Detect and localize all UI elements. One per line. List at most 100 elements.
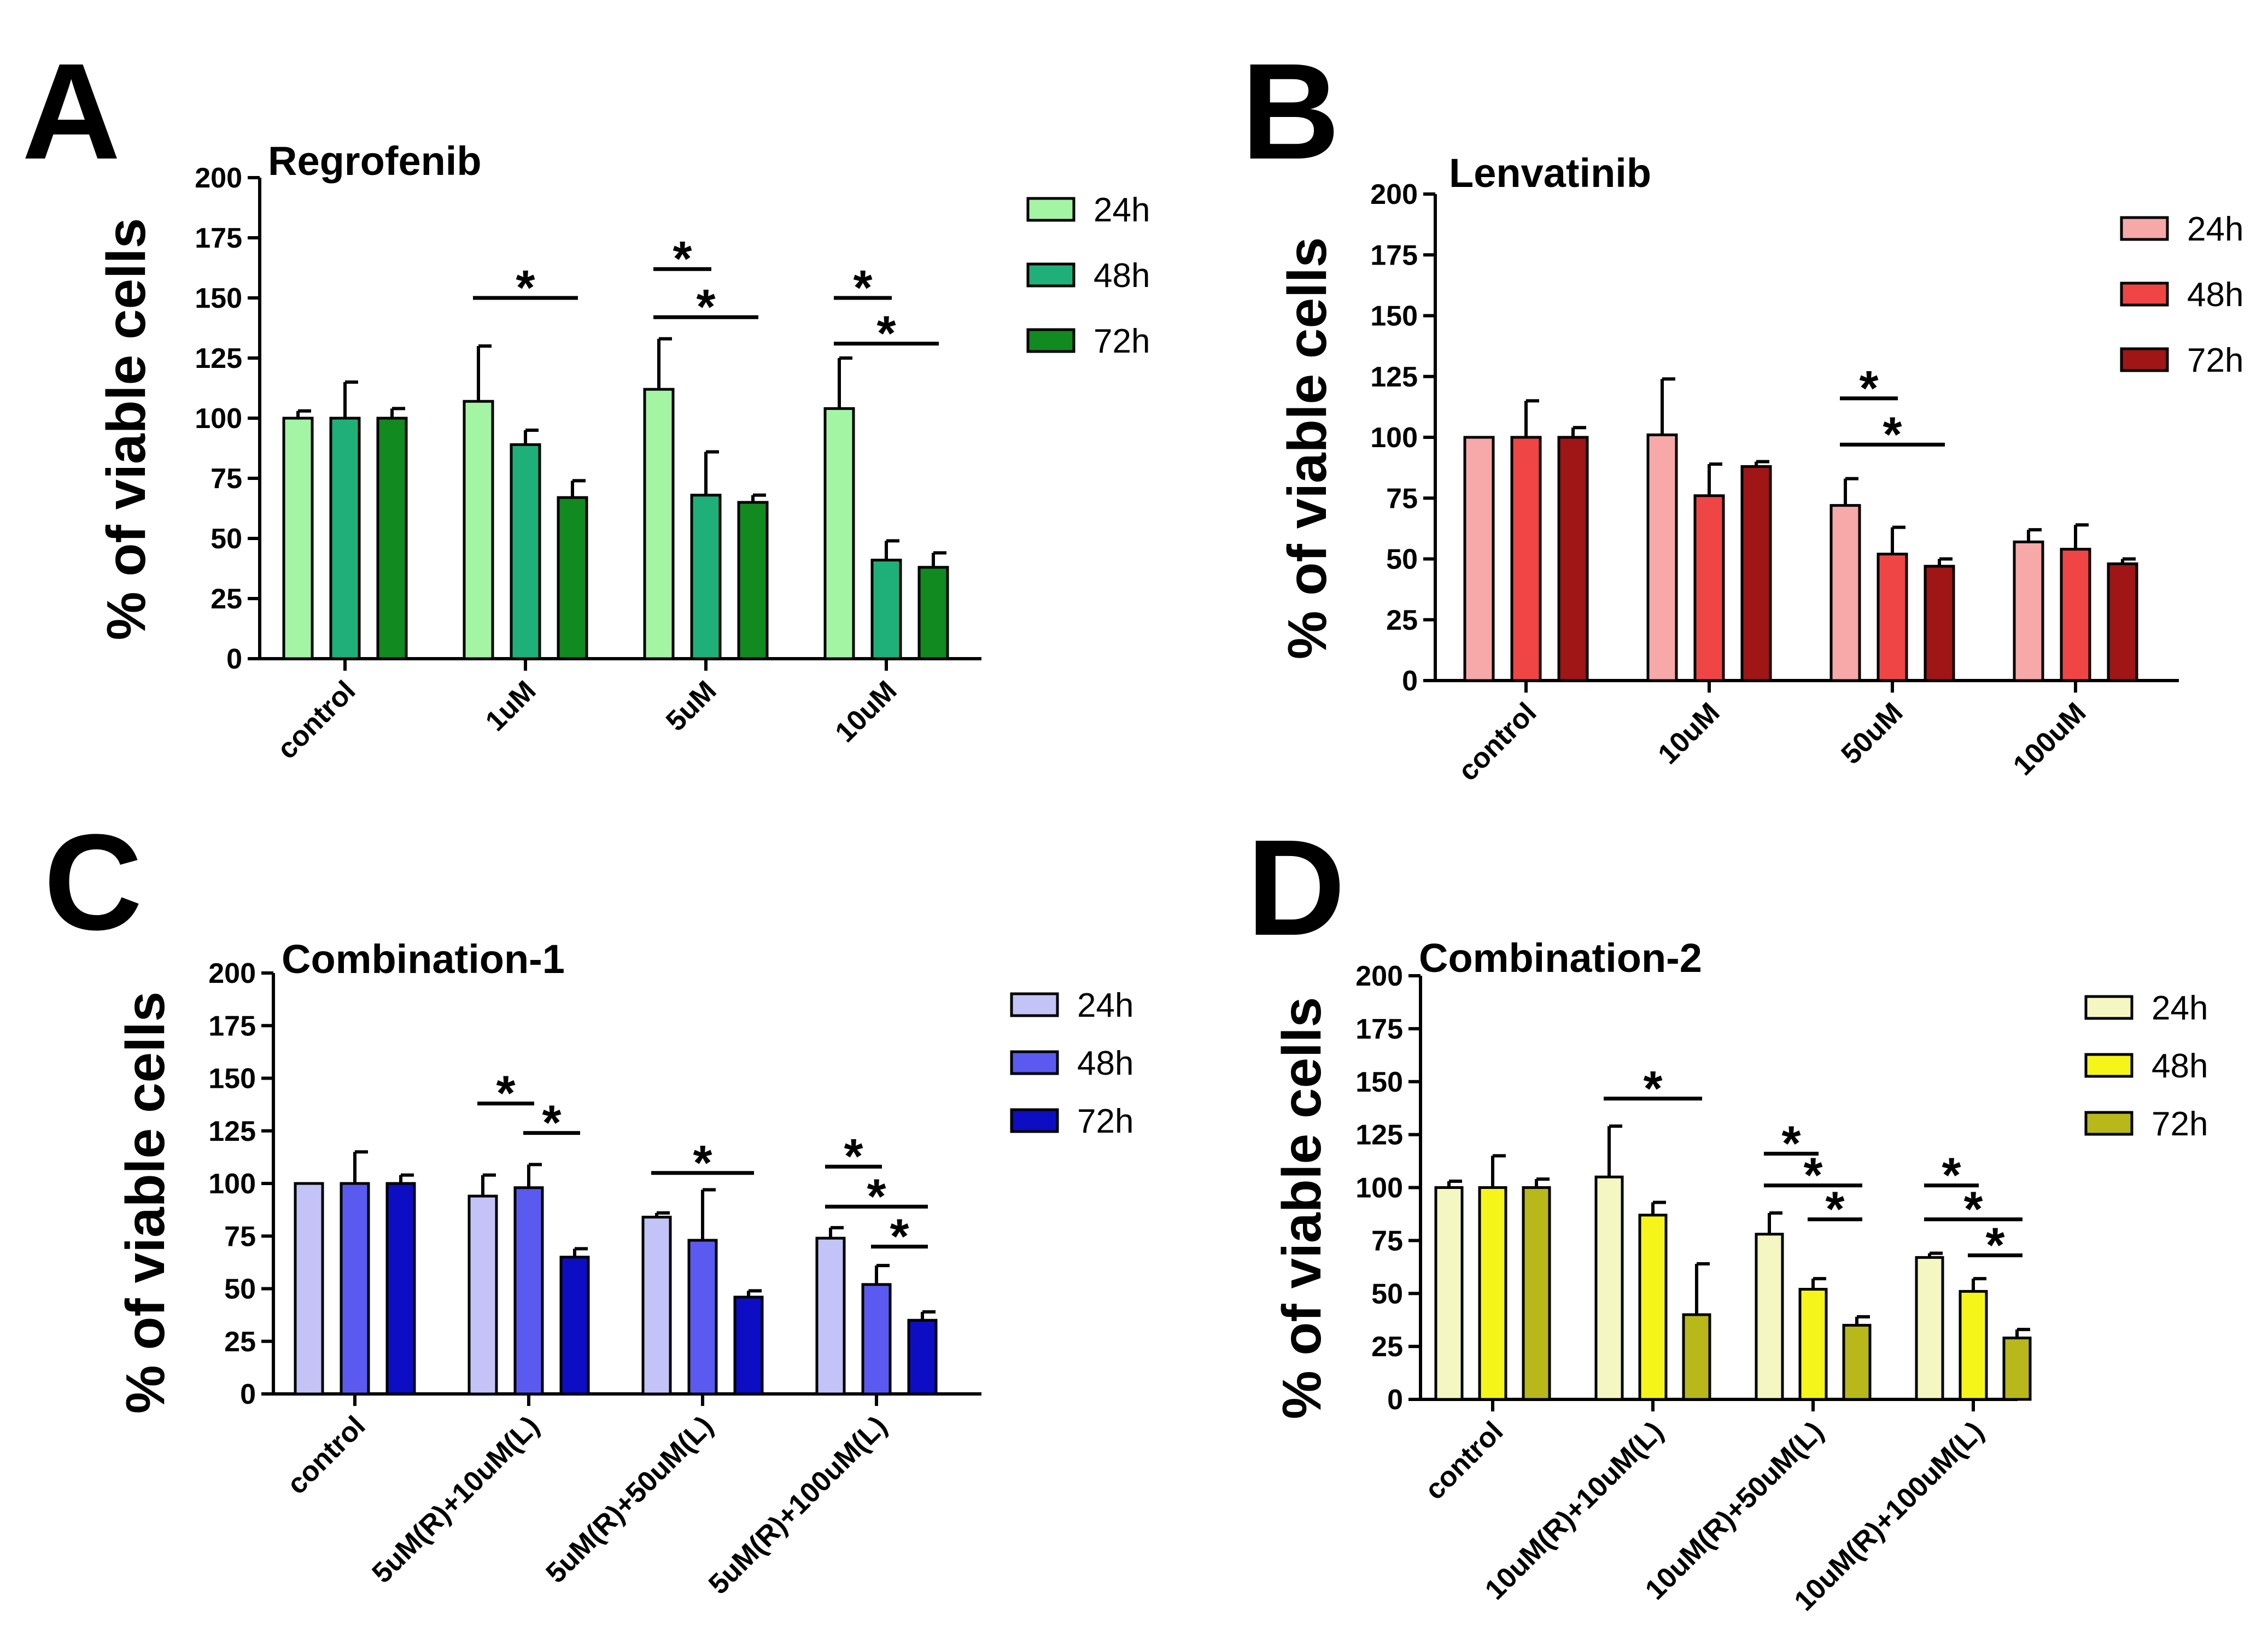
bar: [294, 1182, 324, 1396]
axes: 0 25 50 75 100 125 150 175 200 control5uM(R)+10uM…: [208, 958, 981, 1601]
legend-label: 48h: [1094, 257, 1150, 295]
legend-swatch: [1010, 1050, 1059, 1075]
y-tick-label: 200: [1355, 960, 1403, 992]
x-tick-label: 1uM: [480, 675, 542, 737]
significance-star: *: [1803, 1148, 1822, 1203]
legend-label: 48h: [2187, 276, 2243, 314]
bars: [1463, 377, 2138, 682]
y-tick-label: 75: [224, 1221, 256, 1252]
significance-star: *: [1883, 407, 1902, 462]
y-tick-label: 75: [1371, 1225, 1403, 1257]
significance-star: *: [890, 1210, 909, 1264]
legend-label: 48h: [2152, 1047, 2208, 1085]
bar: [282, 417, 314, 660]
bar: [1594, 1175, 1624, 1401]
y-tick-label: 100: [208, 1168, 256, 1200]
significance-star: *: [1942, 1148, 1961, 1203]
bar: [1557, 436, 1589, 682]
bars: [294, 1150, 938, 1396]
x-tick-label: 100uM: [2007, 696, 2092, 781]
legend-label: 72h: [1094, 323, 1150, 360]
panel-letter: A: [22, 35, 121, 187]
y-axis-label: % of viable cells: [115, 992, 176, 1414]
y-tick-label: 100: [195, 403, 242, 435]
legend-label: 24h: [2152, 989, 2208, 1027]
legend-label: 72h: [2152, 1105, 2208, 1143]
y-tick-label: 25: [1371, 1331, 1403, 1363]
bar: [737, 501, 769, 660]
y-tick-label: 125: [1370, 361, 1418, 393]
y-axis-label: % of viable cells: [1271, 997, 1332, 1420]
legend: 24h 48h 72h: [1010, 987, 1133, 1140]
significance-star: *: [867, 1169, 886, 1224]
legend-swatch: [2084, 995, 2133, 1020]
y-tick-label: 75: [1386, 483, 1418, 514]
y-tick-label: 200: [208, 958, 256, 989]
bar: [2060, 548, 2091, 682]
bar: [1522, 1186, 1551, 1401]
bar: [643, 388, 675, 660]
bar: [329, 417, 361, 660]
bar: [1510, 436, 1542, 682]
y-tick-label: 150: [195, 283, 242, 314]
y-tick-label: 200: [1370, 179, 1418, 210]
significance-markers: *** ***: [477, 1066, 928, 1264]
bar: [1877, 553, 1908, 682]
x-tick-label: control: [281, 1410, 372, 1501]
y-tick-label: 50: [211, 523, 242, 555]
significance-star: *: [673, 232, 692, 286]
bar: [2013, 540, 2044, 682]
significance-star: *: [693, 1136, 712, 1191]
significance-markers: *** **: [473, 232, 939, 361]
y-tick-label: 200: [195, 162, 242, 194]
significance-star: *: [844, 1129, 863, 1184]
bar: [687, 1239, 718, 1396]
y-tick-label: 100: [1355, 1173, 1403, 1204]
bar: [815, 1236, 846, 1396]
significance-markers: **: [1840, 361, 1945, 462]
legend-label: 48h: [1077, 1045, 1133, 1082]
x-tick-label: 5uM(R)+10uM(L): [366, 1410, 545, 1589]
bar: [385, 1182, 416, 1396]
legend-swatch: [2120, 282, 2169, 307]
bar: [1693, 494, 1725, 682]
legend-swatch: [2084, 1111, 2133, 1136]
x-tick-label: control: [1452, 696, 1543, 787]
bar: [510, 443, 541, 660]
y-tick-label: 25: [224, 1326, 256, 1358]
y-tick-label: 150: [1355, 1066, 1403, 1098]
bar: [1638, 1214, 1668, 1401]
y-tick-label: 50: [1371, 1278, 1403, 1310]
bar: [557, 496, 588, 660]
bar: [1682, 1313, 1711, 1401]
x-tick-label: 10uM: [1652, 696, 1726, 770]
bar: [559, 1256, 590, 1396]
x-tick-label: 10uM(R)+10uM(L): [1479, 1415, 1669, 1605]
significance-star: *: [876, 307, 896, 361]
y-tick-label: 100: [1370, 422, 1418, 454]
y-tick-label: 175: [195, 222, 242, 254]
chart-title: Lenvatinib: [1449, 150, 1651, 196]
y-tick-label: 125: [208, 1116, 256, 1147]
x-tick-label: 50uM: [1835, 696, 1909, 770]
significance-star: *: [696, 280, 715, 335]
y-tick-label: 150: [1370, 301, 1418, 332]
legend: 24h 48h 72h: [1026, 191, 1150, 360]
legend-swatch: [1026, 328, 1075, 353]
bar: [1829, 504, 1861, 682]
significance-star: *: [542, 1096, 561, 1151]
y-tick-label: 50: [1386, 544, 1418, 576]
legend: 24h 48h 72h: [2084, 989, 2208, 1143]
x-tick-label: 10uM: [829, 675, 903, 748]
significance-star: *: [1859, 361, 1878, 416]
legend: 24h 48h 72h: [2120, 210, 2243, 379]
x-tick-label: 5uM(R)+50uM(L): [540, 1410, 719, 1589]
legend-swatch: [1026, 197, 1075, 222]
legend-swatch: [1010, 992, 1059, 1017]
chart-title: Regrofenib: [268, 138, 482, 184]
y-tick-label: 50: [224, 1274, 256, 1305]
y-tick-label: 125: [1355, 1120, 1403, 1151]
chart-title: Combination-1: [282, 936, 565, 982]
bar: [733, 1296, 764, 1396]
